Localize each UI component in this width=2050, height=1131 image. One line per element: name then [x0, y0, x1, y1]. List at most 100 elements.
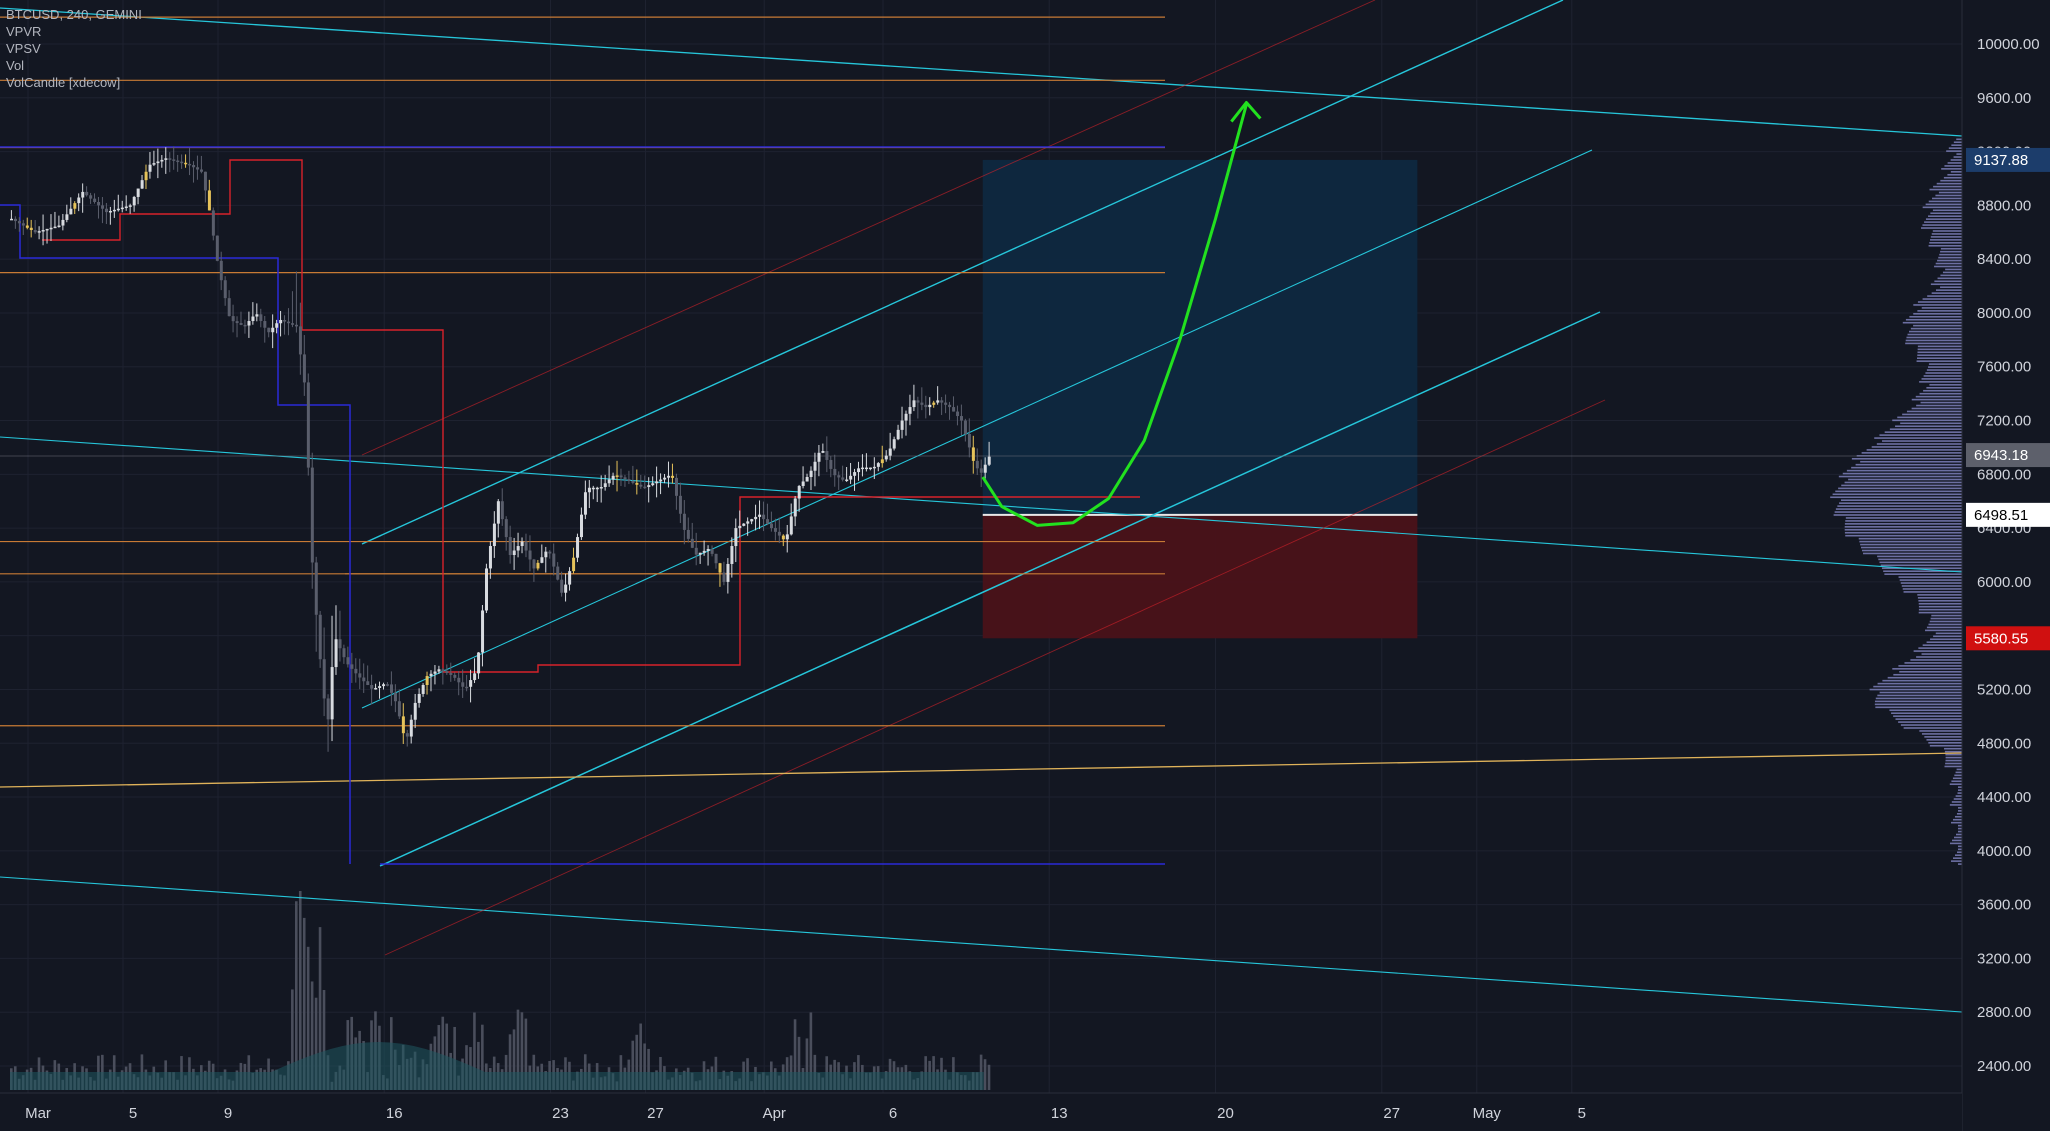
candle-body — [900, 420, 904, 430]
profile-bar — [1844, 526, 1962, 528]
profile-bar — [1926, 386, 1962, 389]
profile-bar — [1919, 730, 1962, 732]
candle-body — [516, 546, 520, 551]
profile-bar — [1949, 804, 1962, 806]
candle-body — [868, 467, 872, 470]
profile-bar — [1925, 629, 1962, 632]
candle-body — [603, 483, 607, 488]
candle-body — [310, 467, 314, 563]
price-tick-label: 10000.00 — [1977, 36, 2040, 53]
profile-bar — [1952, 777, 1962, 780]
profile-bar — [1889, 709, 1962, 712]
profile-bar — [1930, 212, 1962, 215]
candle-body — [53, 226, 57, 229]
candle-body — [595, 487, 599, 490]
volume-bar — [481, 1024, 484, 1090]
profile-bar — [1929, 242, 1962, 244]
candle-body — [465, 686, 469, 689]
candle-body — [65, 214, 69, 220]
candle-body — [188, 163, 192, 166]
profile-bar — [1860, 460, 1962, 463]
candle-body — [172, 159, 176, 161]
profile-bar — [1835, 508, 1962, 510]
legend: BTCUSD, 240, GEMINI VPVR VPSV Vol VolCan… — [6, 6, 142, 91]
profile-bar — [1944, 765, 1962, 768]
profile-bar — [1928, 215, 1962, 217]
symbol-label[interactable]: BTCUSD, 240, GEMINI — [6, 7, 142, 22]
profile-bar — [1944, 165, 1962, 167]
candle-body — [386, 684, 390, 686]
volume-bar — [631, 1040, 635, 1090]
candle-body — [659, 479, 663, 482]
time-axis[interactable]: Mar 5 9 16 23 27 Apr 6 13 20 27 May 5 — [0, 1092, 1962, 1131]
price-tick-label: 6000.00 — [1977, 574, 2031, 591]
profile-bar — [1899, 579, 1962, 581]
candle-body — [358, 673, 362, 678]
candle-body — [437, 669, 441, 672]
indicator-vol[interactable]: Vol — [6, 58, 25, 73]
profile-bar — [1955, 833, 1962, 836]
candle-body — [61, 219, 65, 226]
candle-body — [263, 321, 267, 328]
profile-bar — [1874, 700, 1962, 703]
yellow-trendline — [0, 752, 1963, 788]
profile-bar — [1921, 653, 1962, 655]
candle-body — [564, 584, 568, 593]
profile-bar — [1931, 233, 1962, 235]
indicator-vpsv[interactable]: VPSV — [6, 41, 41, 56]
profile-bar — [1917, 345, 1962, 348]
profile-bar — [1845, 517, 1962, 519]
profile-bar — [1845, 520, 1962, 522]
profile-bar — [1877, 555, 1962, 558]
candle-body — [374, 687, 378, 690]
candle-body — [924, 404, 928, 408]
candle-body — [45, 228, 49, 231]
profile-bar — [1918, 602, 1962, 605]
price-tick-label: 5200.00 — [1977, 681, 2031, 698]
profile-bar — [1931, 292, 1962, 294]
profile-bar — [1904, 662, 1962, 664]
candle-body — [207, 190, 211, 211]
profile-bar — [1895, 718, 1962, 720]
candle-body — [722, 572, 726, 582]
profile-bar — [1954, 815, 1962, 818]
profile-bar — [1917, 354, 1962, 357]
candle-body — [631, 481, 635, 483]
candle-body — [433, 671, 437, 674]
volume-bar — [441, 1016, 445, 1090]
candle-body — [97, 202, 101, 206]
candle-body — [504, 519, 508, 538]
profile-bar — [1851, 466, 1962, 469]
stop-price-badge — [1966, 626, 2050, 651]
indicator-vpvr[interactable]: VPVR — [6, 24, 42, 39]
grid-lines — [0, 0, 1962, 1093]
candle-body — [152, 163, 156, 165]
entry-price-label: 6498.51 — [1974, 507, 2028, 524]
profile-bar — [1882, 440, 1962, 442]
candle-body — [520, 541, 524, 547]
indicator-volcandle[interactable]: VolCandle [xdecow] — [6, 75, 121, 90]
profile-bar — [1930, 236, 1962, 238]
profile-bar — [1873, 685, 1962, 688]
candle-body — [168, 158, 172, 160]
profile-bar — [1918, 605, 1962, 608]
candle-body — [287, 321, 291, 324]
candle-body — [861, 467, 865, 470]
candle-body — [421, 684, 425, 694]
candle-body — [975, 460, 979, 469]
candle-body — [203, 171, 207, 191]
candle-body — [227, 298, 231, 317]
price-tick-label: 3200.00 — [1977, 950, 2031, 967]
profile-bar — [1916, 404, 1962, 407]
profile-bar — [1953, 836, 1962, 839]
candle-body — [469, 680, 473, 687]
price-axis[interactable]: 10000.009600.009200.008800.008400.008000… — [1961, 0, 2050, 1131]
volume-ma-area — [10, 1042, 984, 1090]
candle-body — [346, 657, 350, 665]
candle-body — [350, 664, 354, 669]
profile-bar — [1928, 741, 1962, 744]
profile-bar — [1879, 561, 1962, 564]
profile-bar — [1898, 721, 1962, 723]
profile-bar — [1934, 265, 1962, 268]
